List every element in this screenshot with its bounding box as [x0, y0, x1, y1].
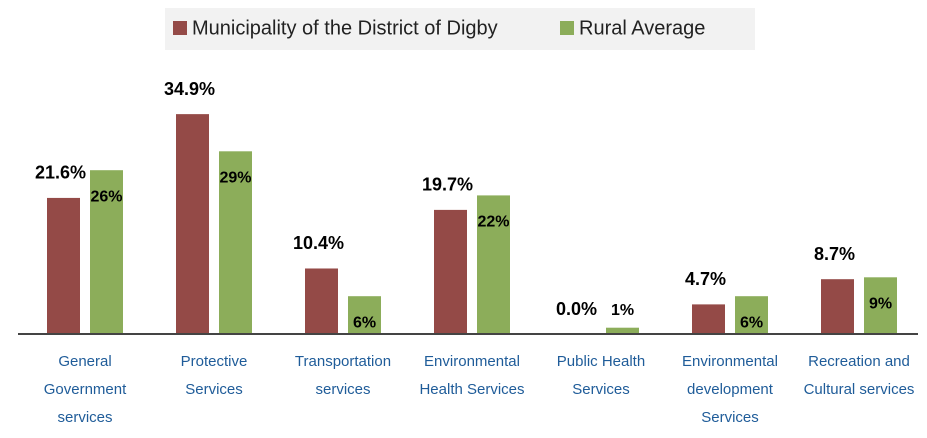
- value-label: 21.6%: [35, 163, 86, 183]
- value-label: 9%: [869, 296, 892, 313]
- value-label: 6%: [353, 314, 376, 331]
- value-label: 0.0%: [556, 299, 597, 319]
- value-label: 4.7%: [685, 269, 726, 289]
- legend-label: Municipality of the District of Digby: [192, 17, 498, 39]
- bar: [477, 195, 510, 334]
- value-label: 26%: [90, 188, 122, 205]
- x-tick-label: Protective Services: [180, 353, 248, 398]
- bar: [305, 268, 338, 334]
- x-tick-label: General Government services: [43, 353, 127, 426]
- bar: [90, 170, 123, 334]
- value-label: 34.9%: [164, 79, 215, 99]
- value-label: 19.7%: [422, 175, 473, 195]
- value-label: 10.4%: [293, 233, 344, 253]
- x-tick-label: Environmental development Services: [682, 353, 778, 426]
- bar: [348, 296, 381, 334]
- legend-swatch: [173, 21, 187, 35]
- bar: [821, 279, 854, 334]
- bar: [219, 151, 252, 334]
- bar: [735, 296, 768, 334]
- value-label: 6%: [740, 314, 763, 331]
- x-tick-label: Transportation services: [294, 353, 392, 398]
- value-label: 1%: [611, 302, 634, 319]
- x-tick-label: Recreation and Cultural services: [803, 353, 915, 398]
- x-tick-label: Public Health Services: [556, 353, 646, 398]
- bar: [176, 114, 209, 334]
- bar: [434, 209, 467, 334]
- bar: [864, 277, 897, 334]
- legend-label: Rural Average: [579, 17, 705, 39]
- value-label: 29%: [219, 170, 251, 187]
- bar: [47, 197, 80, 334]
- bar: [606, 327, 639, 334]
- value-label: 22%: [477, 214, 509, 231]
- bar: [692, 304, 725, 334]
- legend-box: [165, 8, 755, 50]
- x-tick-label: Environmental Health Services: [419, 353, 525, 398]
- legend-swatch: [560, 21, 574, 35]
- value-label: 8.7%: [814, 244, 855, 264]
